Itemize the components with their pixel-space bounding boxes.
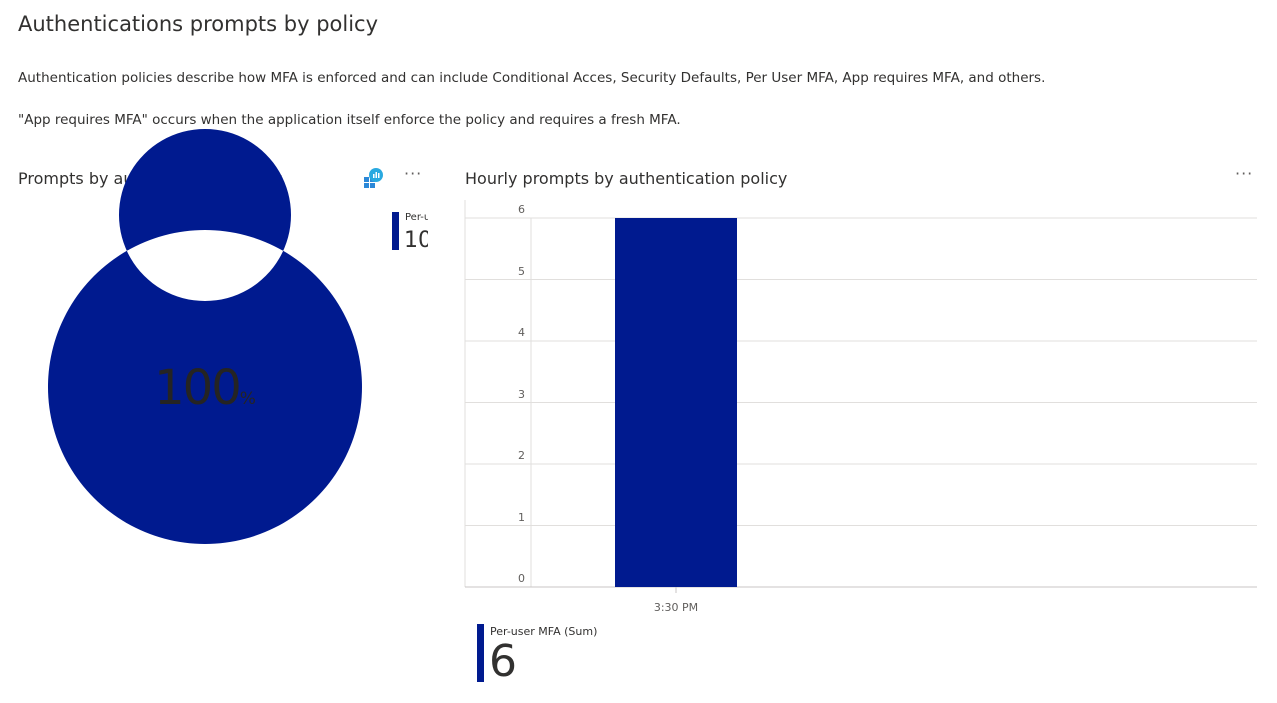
bar-chart bbox=[464, 200, 1257, 593]
legend-value: 6 bbox=[489, 636, 517, 687]
y-tick-label: 3 bbox=[518, 387, 525, 401]
y-tick-label: 0 bbox=[518, 572, 525, 585]
donut-chart bbox=[47, 129, 362, 544]
donut-center-value: 100 bbox=[154, 360, 242, 416]
bar-more-button[interactable]: ··· bbox=[1235, 164, 1254, 183]
legend-swatch bbox=[477, 624, 484, 682]
description-2: "App requires MFA" occurs when the appli… bbox=[18, 112, 681, 128]
legend-swatch bbox=[392, 212, 399, 250]
bar-chart-title: Hourly prompts by authentication policy bbox=[465, 169, 788, 188]
y-tick-label: 5 bbox=[518, 264, 525, 278]
page-title: Authentications prompts by policy bbox=[18, 12, 379, 36]
bar[interactable] bbox=[615, 218, 737, 587]
y-tick-label: 2 bbox=[518, 449, 525, 462]
legend-value: 100% bbox=[404, 228, 428, 252]
donut-slice[interactable] bbox=[47, 129, 362, 544]
donut-center-unit: % bbox=[239, 389, 256, 409]
insights-icon[interactable] bbox=[363, 167, 383, 193]
y-tick-label: 4 bbox=[518, 326, 525, 339]
legend-name: Per-user MFA (Sum) bbox=[490, 625, 598, 638]
donut-legend-item[interactable]: Per-user MFA 100% bbox=[392, 212, 428, 252]
y-tick-label: 6 bbox=[518, 203, 525, 216]
legend-name: Per-user MFA bbox=[405, 212, 428, 223]
y-tick-label: 1 bbox=[518, 510, 525, 524]
x-tick-label: 3:30 PM bbox=[653, 601, 699, 614]
description-1: Authentication policies describe how MFA… bbox=[18, 70, 1046, 86]
donut-more-button[interactable]: ··· bbox=[404, 164, 423, 183]
donut-center-label: 100% bbox=[105, 360, 305, 416]
